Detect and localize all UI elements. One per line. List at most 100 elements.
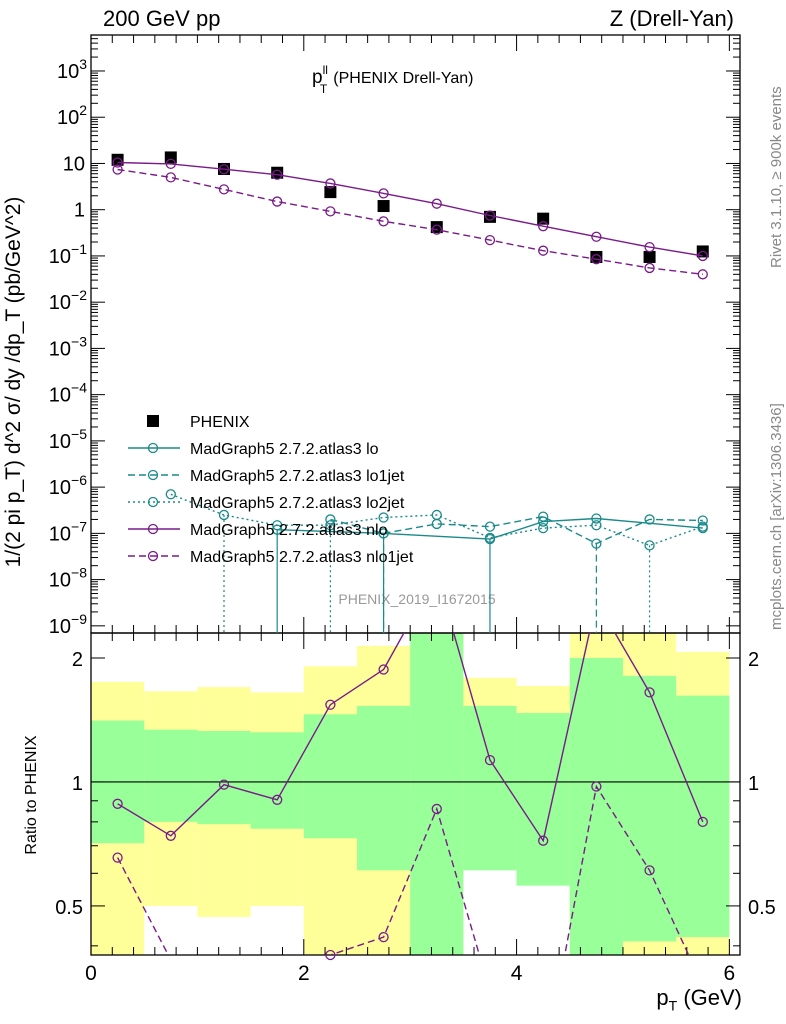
top-series-marker — [378, 512, 389, 523]
legend-entry: MadGraph5 2.7.2.atlas3 lo1jet — [190, 468, 405, 485]
top-series-marker — [591, 231, 602, 242]
top-series-marker — [112, 157, 123, 168]
x-tick-label: 4 — [511, 962, 523, 985]
uncertainty-band-green — [622, 675, 677, 942]
legend-marker — [147, 523, 159, 535]
top-series-marker — [431, 509, 442, 521]
top-series-marker — [325, 178, 336, 189]
y-tick-label: 1 — [74, 200, 85, 222]
top-series-marker — [697, 250, 708, 262]
ratio-series-marker — [165, 830, 176, 841]
ratio-series-marker — [378, 931, 389, 943]
ratio-series-marker — [325, 699, 336, 710]
y-tick-label: 10 — [63, 153, 85, 175]
top-series-marker — [538, 245, 549, 256]
top-series-marker — [484, 210, 496, 221]
top-series-marker — [431, 224, 442, 235]
top-series-marker — [112, 164, 123, 175]
data-point-phenix — [430, 221, 443, 234]
ratio-series-marker — [431, 803, 442, 815]
x-axis-label: pT (GeV) — [656, 985, 742, 1014]
top-series-marker — [165, 172, 176, 183]
top-series-marker — [431, 198, 442, 209]
top-series-marker — [591, 520, 602, 531]
top-series-marker — [591, 254, 602, 265]
ratio-y-tick-label: 1 — [72, 773, 83, 795]
legend-entry: MadGraph5 2.7.2.atlas3 lo — [190, 441, 379, 458]
ratio-series-line — [117, 633, 704, 843]
ratio-series-marker — [218, 779, 230, 790]
top-series-marker — [644, 540, 655, 551]
uncertainty-band-green — [250, 732, 304, 829]
legend-marker — [147, 469, 159, 481]
legend-entry: MadGraph5 2.7.2.atlas3 nlo1jet — [190, 549, 414, 566]
data-point-phenix — [483, 210, 496, 223]
ratio-series-marker — [644, 865, 655, 876]
uncertainty-band-green — [303, 714, 357, 839]
top-series-marker — [697, 521, 708, 532]
y-tick-label: 10−4 — [49, 380, 87, 407]
top-series-marker — [325, 206, 336, 217]
ratio-y-tick-label: 2 — [72, 649, 83, 671]
y-tick-label: 10−9 — [49, 611, 87, 638]
legend-entry: MadGraph5 2.7.2.atlas3 nlo — [190, 522, 388, 539]
top-series-marker — [325, 514, 336, 525]
y-tick-label: 10−6 — [49, 472, 87, 499]
legend-marker — [147, 415, 159, 427]
top-series-line — [117, 168, 703, 275]
top-series-marker — [165, 489, 176, 500]
legend-entry: MadGraph5 2.7.2.atlas3 lo2jet — [190, 495, 405, 512]
ratio-series-marker — [378, 664, 389, 675]
top-series-marker — [538, 522, 549, 534]
top-series-marker — [484, 521, 496, 532]
top-series-marker — [697, 515, 708, 526]
data-point-phenix — [324, 186, 337, 199]
top-series-marker — [538, 511, 549, 522]
uncertainty-band-green — [569, 657, 623, 955]
analysis-watermark: PHENIX_2019_I1672015 — [338, 591, 495, 607]
top-series-marker — [644, 262, 655, 274]
top-series-marker — [165, 158, 176, 170]
y-tick-label: 102 — [57, 102, 87, 129]
top-series-line — [170, 493, 704, 547]
ratio-series-marker — [272, 794, 283, 805]
top-series-marker — [272, 196, 283, 207]
top-series-marker — [218, 164, 230, 175]
top-series-marker — [272, 169, 283, 180]
x-tick-label: 0 — [85, 962, 97, 985]
top-series-marker — [697, 269, 708, 280]
ratio-y-tick-label: 2 — [748, 649, 759, 671]
uncertainty-band-green — [144, 729, 198, 822]
top-series-marker — [591, 513, 602, 524]
top-series-marker — [538, 516, 549, 527]
data-point-phenix — [377, 200, 390, 213]
ratio-series-marker — [484, 754, 496, 766]
ratio-y-tick-label: 0.5 — [748, 897, 776, 919]
ratio-series-marker — [591, 781, 602, 792]
y-tick-label: 103 — [57, 56, 87, 83]
uncertainty-band-green — [676, 695, 730, 938]
y-tick-label: 10−7 — [49, 518, 87, 545]
top-series-marker — [484, 234, 496, 246]
y-tick-label: 10−2 — [49, 287, 87, 314]
ratio-series-marker — [112, 798, 123, 809]
uncertainty-band-green — [197, 730, 251, 825]
uncertainty-band-green — [356, 705, 411, 871]
top-series-marker — [378, 216, 389, 227]
top-series-marker — [378, 188, 389, 199]
data-point-phenix — [643, 250, 656, 263]
legend-entry: PHENIX — [190, 414, 250, 431]
x-tick-label: 6 — [724, 962, 736, 985]
y-tick-label: 10−3 — [49, 333, 87, 360]
legend-marker — [147, 496, 159, 508]
data-point-phenix — [590, 250, 603, 263]
top-series-marker — [218, 184, 230, 195]
uncertainty-band-green — [516, 713, 570, 886]
uncertainty-band-green — [410, 633, 464, 955]
ratio-series-marker — [538, 835, 549, 846]
data-point-phenix — [537, 212, 550, 225]
top-series-line — [117, 161, 703, 257]
ratio-panel-frame — [90, 632, 741, 956]
top-series-marker — [644, 514, 655, 525]
